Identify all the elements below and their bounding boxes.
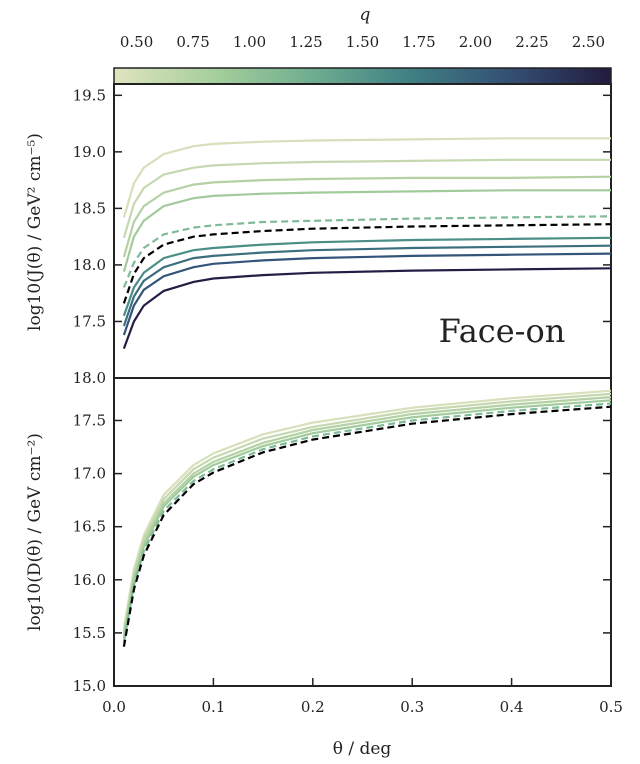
top-y-tick-label: 18.0 xyxy=(73,369,106,387)
top-y-axis-label: log10(J(θ) / GeV² cm⁻⁵) xyxy=(25,133,45,331)
bottom-x-tick-label: 0.1 xyxy=(201,698,225,716)
top-y-tick-label: 18.0 xyxy=(73,256,106,274)
bottom-x-tick-label: 0.4 xyxy=(500,698,524,716)
bottom-x-tick-label: 0.0 xyxy=(102,698,126,716)
colorbar-bar xyxy=(113,67,612,85)
top-series-line xyxy=(122,215,612,288)
bottom-series-line xyxy=(122,399,612,639)
colorbar-tick-label: 2.00 xyxy=(459,33,492,51)
bottom-y-tick-label: 17.0 xyxy=(73,465,106,483)
top-series-line xyxy=(122,223,612,304)
bottom-x-tick-label: 0.5 xyxy=(599,698,623,716)
top-series-line xyxy=(122,137,611,218)
colorbar-tick-label: 1.25 xyxy=(289,33,322,51)
colorbar-tick-label: 1.75 xyxy=(402,33,435,51)
bottom-panel-frame xyxy=(113,377,612,687)
top-series xyxy=(122,137,612,349)
top-panel: 18.0 17.5 18.0 18.5 19.0 19.5 Face-on log10(J… xyxy=(25,83,612,387)
colorbar-tick-label: 1.50 xyxy=(346,33,379,51)
top-y-ticks: 18.0 17.5 18.0 18.5 19.0 19.5 xyxy=(73,86,611,387)
bottom-series-line xyxy=(122,402,612,643)
bottom-series-line xyxy=(122,396,612,636)
top-y-tick-label: 18.5 xyxy=(73,199,106,217)
bottom-x-tick-label: 0.2 xyxy=(301,698,325,716)
colorbar-tick-label: 2.25 xyxy=(515,33,548,51)
colorbar-tick-label: 0.50 xyxy=(120,33,153,51)
bottom-y-tick-label: 17.5 xyxy=(73,411,106,429)
bottom-y-tick-label: 15.5 xyxy=(73,624,106,642)
top-series-line xyxy=(122,267,612,349)
bottom-series-line xyxy=(122,405,612,647)
colorbar: q 0.50 0.75 1.00 1.25 1.50 1.75 2.00 2.25 2.50 xyxy=(113,5,612,85)
top-series-line xyxy=(122,189,611,273)
bottom-y-tick-label: 16.0 xyxy=(73,571,106,589)
top-series-line xyxy=(122,252,612,336)
bottom-y-axis-label: log10(D(θ) / GeV cm⁻²) xyxy=(25,433,45,631)
colorbar-label: q xyxy=(360,5,371,25)
colorbar-ticks: 0.50 0.75 1.00 1.25 1.50 1.75 2.00 2.25 2.50 xyxy=(120,33,605,51)
top-series-line xyxy=(122,236,612,317)
top-series-line xyxy=(122,175,612,258)
colorbar-tick-label: 1.00 xyxy=(233,33,266,51)
top-y-tick-label: 17.5 xyxy=(73,312,106,330)
x-axis-label: θ / deg xyxy=(333,739,392,759)
bottom-y-ticks: 15.0 15.5 16.0 16.5 17.0 17.5 xyxy=(73,411,611,695)
bottom-series xyxy=(122,389,612,647)
colorbar-tick-label: 0.75 xyxy=(176,33,209,51)
bottom-series-line xyxy=(122,392,612,632)
bottom-series-line xyxy=(122,389,612,628)
top-series-line xyxy=(122,158,611,239)
bottom-y-tick-label: 15.0 xyxy=(73,677,106,695)
bottom-x-ticks: 0.0 0.1 0.2 0.3 0.4 0.5 xyxy=(102,678,623,716)
top-y-tick-label: 19.5 xyxy=(73,86,106,104)
top-series-line xyxy=(122,244,612,327)
bottom-x-tick-label: 0.3 xyxy=(400,698,424,716)
colorbar-tick-label: 2.50 xyxy=(572,33,605,51)
top-y-tick-label: 19.0 xyxy=(73,143,106,161)
bottom-y-tick-label: 16.5 xyxy=(73,518,106,536)
top-annotation: Face-on xyxy=(439,312,566,350)
bottom-panel: 15.0 15.5 16.0 16.5 17.0 17.5 0.0 0.1 0.2 0.3 0.4… xyxy=(25,377,623,759)
